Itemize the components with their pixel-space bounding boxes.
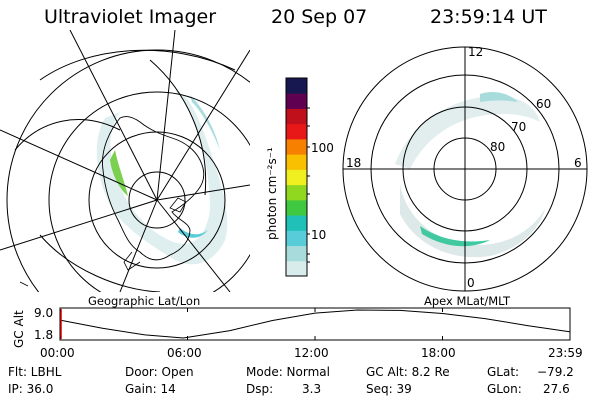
aurora-band xyxy=(420,226,490,247)
colorbar-step xyxy=(286,184,307,201)
mlt-label-18: 18 xyxy=(346,156,362,170)
altitude-ylabel: GC Alt xyxy=(12,310,26,348)
ip-readout: IP: 36.0 xyxy=(8,382,54,396)
glat-label: GLat: xyxy=(487,365,520,379)
glon-label: GLon: xyxy=(487,382,522,396)
colorbar-frame xyxy=(285,77,308,277)
dsp-value: 3.3 xyxy=(302,382,322,396)
altitude-ytick-bottom: 1.8 xyxy=(34,328,54,342)
altitude-xticks xyxy=(59,308,571,340)
coast-detail xyxy=(19,281,29,287)
polar-plot xyxy=(342,46,588,292)
meridian-line xyxy=(0,199,158,251)
mode-readout: Mode: Normal xyxy=(246,365,330,379)
lat-label-60: 60 xyxy=(536,97,552,111)
altitude-chart xyxy=(59,307,571,341)
meridian-line xyxy=(156,30,176,201)
map-arc xyxy=(39,234,161,292)
aurora-patch xyxy=(480,91,518,102)
aurora-oval-dayside xyxy=(395,95,540,169)
aurora-hotspot xyxy=(110,150,128,196)
colorbar-step xyxy=(286,169,307,186)
filter-readout: Flt: LBHL xyxy=(8,365,62,379)
colorbar-step xyxy=(286,138,307,155)
altitude-ytick-top: 9.0 xyxy=(34,306,54,320)
colorbar-step xyxy=(286,93,307,109)
header-time: 23:59:14 UT xyxy=(430,6,547,28)
meridian-line xyxy=(0,129,158,201)
seq-readout: Seq: 39 xyxy=(366,382,412,396)
colorbar-unit-label: photon cm⁻²s⁻¹ xyxy=(265,147,279,240)
colorbar-step xyxy=(286,245,307,262)
limb-arc xyxy=(39,49,236,81)
door-readout: Door: Open xyxy=(125,365,194,379)
meridian-line xyxy=(156,184,250,201)
colorbar-steps xyxy=(286,78,307,277)
mlt-label-12: 12 xyxy=(468,45,484,59)
colorbar-step xyxy=(286,230,307,247)
colorbar-step xyxy=(286,108,307,125)
map-arc xyxy=(149,59,207,196)
aurora-oval xyxy=(96,90,228,265)
meridian-line xyxy=(156,49,250,201)
xtick-1200: 12:00 xyxy=(294,346,329,360)
xtick-0000: 00:00 xyxy=(40,346,75,360)
lat-label-70: 70 xyxy=(511,120,527,134)
colorbar-step xyxy=(286,260,307,277)
glat-value: −79.2 xyxy=(537,365,574,379)
altitude-curve xyxy=(59,309,570,339)
map-arc xyxy=(14,119,121,151)
glon-value: 27.6 xyxy=(543,382,570,396)
geographic-map xyxy=(0,30,250,292)
header-date: 20 Sep 07 xyxy=(271,6,368,28)
mlt-label-0: 0 xyxy=(467,276,475,290)
colorbar-step xyxy=(286,215,307,231)
aurora-patch xyxy=(190,95,220,150)
colorbar-step xyxy=(286,123,307,140)
xtick-0600: 06:00 xyxy=(167,346,202,360)
colorbar-step xyxy=(286,154,307,170)
meridian-line xyxy=(119,199,158,292)
colorbar-step xyxy=(286,78,307,94)
lat-label-80: 80 xyxy=(490,140,506,154)
latitude-circle xyxy=(6,49,250,292)
meridian-line xyxy=(156,199,231,292)
colorbar-step xyxy=(286,199,307,216)
colorbar xyxy=(285,77,310,277)
dsp-label: Dsp: xyxy=(246,382,274,396)
right-panel-label: Apex MLat/MLT xyxy=(424,294,511,308)
instrument-title: Ultraviolet Imager xyxy=(44,6,217,28)
colorbar-tick-label-10: 10 xyxy=(311,228,327,242)
colorbar-tick-label-100: 100 xyxy=(311,141,334,155)
antarctica-coastline xyxy=(102,116,205,261)
coast-detail xyxy=(169,197,187,213)
coast-detail xyxy=(123,251,141,271)
mlt-label-6: 6 xyxy=(574,156,582,170)
xtick-2359: 23:59 xyxy=(548,346,583,360)
gain-readout: Gain: 14 xyxy=(125,382,176,396)
aurora-oval-nightside xyxy=(400,184,545,258)
latitude-circle xyxy=(128,171,186,229)
xtick-1800: 18:00 xyxy=(421,346,456,360)
left-panel-label: Geographic Lat/Lon xyxy=(88,294,201,308)
latitude-circle xyxy=(48,91,250,292)
gc-alt-readout: GC Alt: 8.2 Re xyxy=(366,365,450,379)
